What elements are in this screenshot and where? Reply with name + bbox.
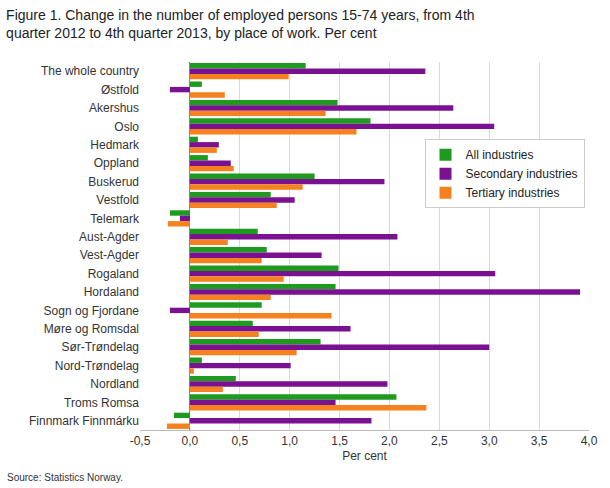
svg-text:3,5: 3,5 <box>531 434 548 448</box>
svg-text:-0,5: -0,5 <box>130 434 151 448</box>
svg-text:3,0: 3,0 <box>481 434 498 448</box>
svg-text:Sogn og Fjordane: Sogn og Fjordane <box>44 304 140 318</box>
svg-text:2,0: 2,0 <box>381 434 398 448</box>
svg-text:Vest-Agder: Vest-Agder <box>80 248 139 262</box>
svg-text:Nordland: Nordland <box>90 377 139 391</box>
svg-text:Hedmark: Hedmark <box>90 138 140 152</box>
svg-text:Nord-Trøndelag: Nord-Trøndelag <box>55 359 139 373</box>
svg-text:Finnmark Finnmárku: Finnmark Finnmárku <box>29 414 139 428</box>
svg-text:Oslo: Oslo <box>114 120 139 134</box>
svg-text:Troms Romsa: Troms Romsa <box>64 396 139 410</box>
svg-text:Telemark: Telemark <box>90 212 140 226</box>
svg-text:Vestfold: Vestfold <box>96 193 139 207</box>
svg-text:4,0: 4,0 <box>581 434 598 448</box>
svg-text:Secondary industries: Secondary industries <box>466 167 578 181</box>
svg-text:1,5: 1,5 <box>331 434 348 448</box>
svg-text:All industries: All industries <box>466 148 534 162</box>
svg-text:Buskerud: Buskerud <box>88 175 139 189</box>
svg-text:Sør-Trøndelag: Sør-Trøndelag <box>61 340 139 354</box>
svg-text:Oppland: Oppland <box>94 156 139 170</box>
svg-text:0,5: 0,5 <box>231 434 248 448</box>
svg-text:Akershus: Akershus <box>89 101 139 115</box>
svg-text:Aust-Agder: Aust-Agder <box>79 230 139 244</box>
svg-text:0,0: 0,0 <box>182 434 199 448</box>
svg-text:Østfold: Østfold <box>101 83 139 97</box>
svg-text:The whole country: The whole country <box>41 64 139 78</box>
svg-text:Tertiary industries: Tertiary industries <box>466 186 560 200</box>
svg-text:Møre og Romsdal: Møre og Romsdal <box>44 322 139 336</box>
svg-text:1,0: 1,0 <box>281 434 298 448</box>
svg-text:2,5: 2,5 <box>431 434 448 448</box>
svg-text:Source: Statistics Norway.: Source: Statistics Norway. <box>7 472 123 483</box>
svg-text:Rogaland: Rogaland <box>88 267 139 281</box>
svg-text:Figure 1. Change in the number: Figure 1. Change in the number of employ… <box>6 7 474 41</box>
svg-text:Hordaland: Hordaland <box>84 285 139 299</box>
svg-text:Per cent: Per cent <box>342 449 387 463</box>
